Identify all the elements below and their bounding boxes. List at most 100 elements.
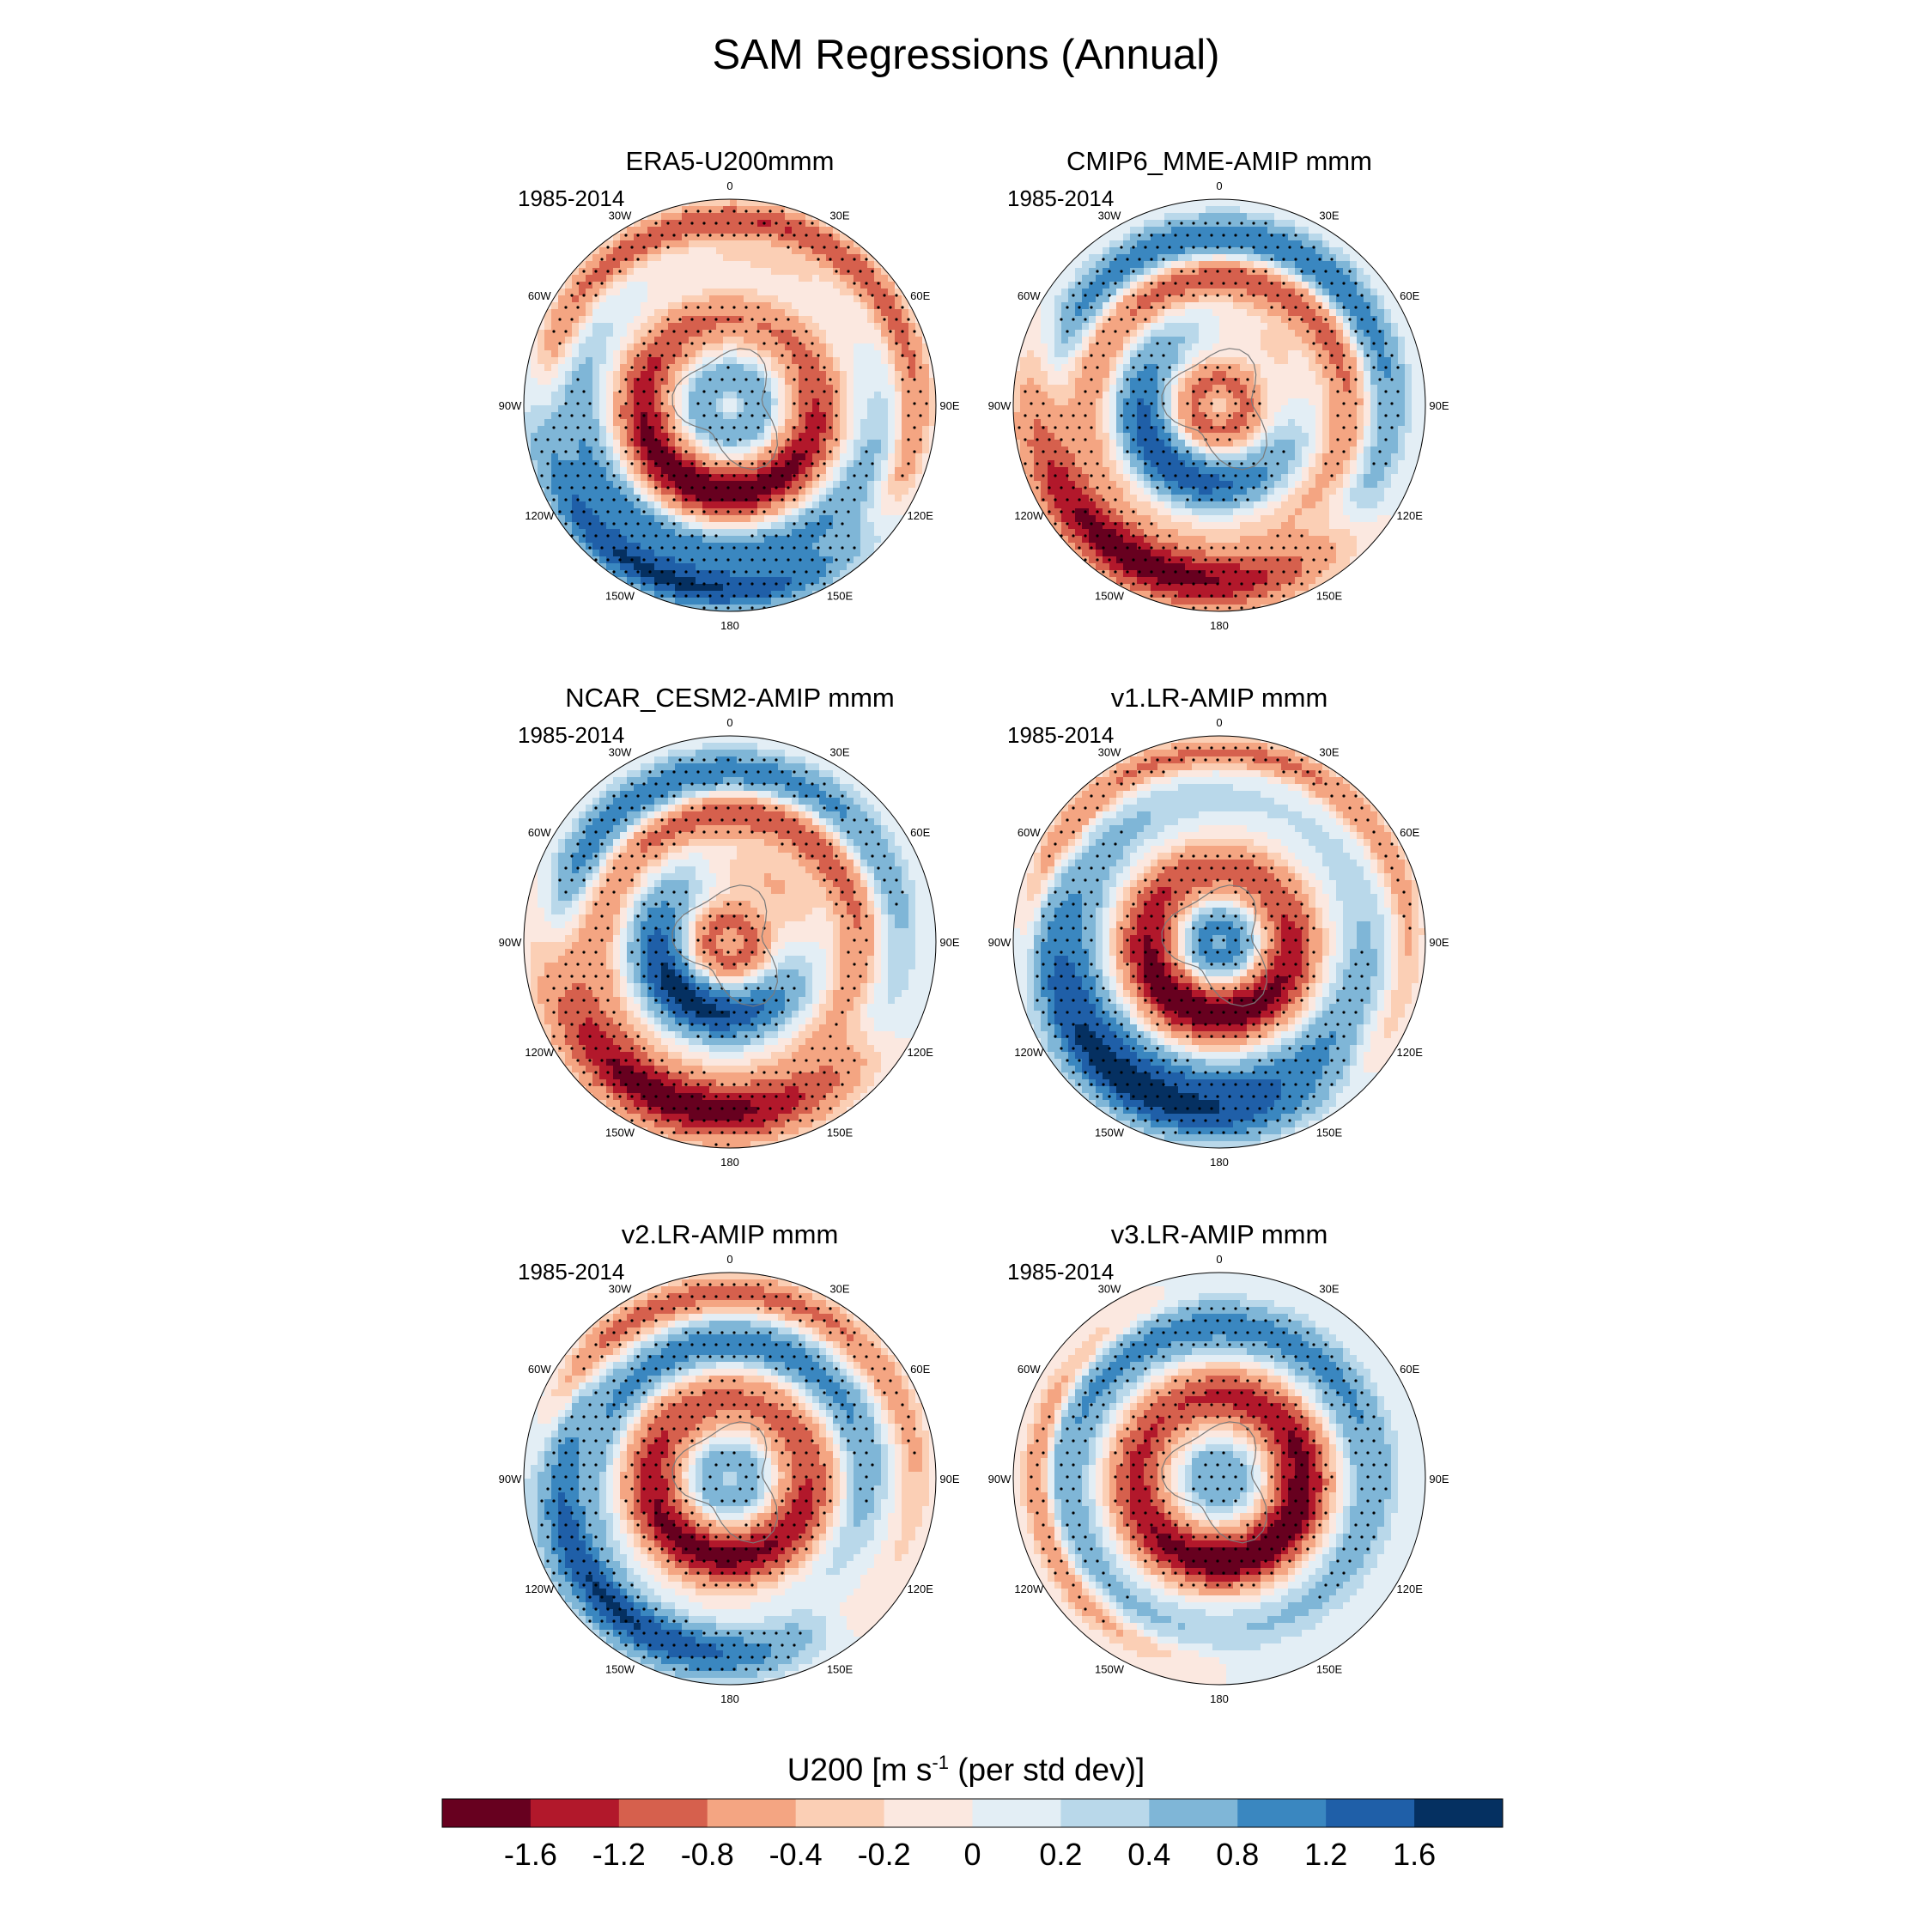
field-cell	[1267, 309, 1275, 317]
field-cell	[792, 337, 799, 344]
field-cell	[1357, 330, 1364, 337]
field-cell	[599, 426, 607, 434]
field-cell	[737, 529, 744, 537]
field-cell	[730, 543, 738, 550]
field-cell	[881, 405, 889, 413]
field-cell	[586, 350, 593, 358]
field-cell	[661, 220, 669, 228]
field-cell	[696, 199, 703, 207]
field-cell	[634, 495, 641, 502]
field-cell	[1315, 337, 1323, 344]
stipple-dot	[624, 546, 628, 550]
field-cell	[805, 447, 813, 454]
field-cell	[613, 460, 621, 468]
field-cell	[737, 570, 744, 578]
field-cell	[627, 543, 635, 550]
field-cell	[606, 343, 614, 351]
field-cell	[1254, 371, 1261, 379]
field-cell	[1082, 261, 1090, 269]
field-cell	[744, 343, 751, 351]
field-cell	[723, 199, 731, 207]
field-cell	[737, 343, 744, 351]
field-cell	[819, 337, 827, 344]
field-cell	[716, 605, 724, 611]
field-cell	[538, 405, 545, 413]
field-cell	[1357, 316, 1364, 324]
field-cell	[799, 481, 806, 489]
field-cell	[826, 536, 834, 544]
field-cell	[1178, 385, 1186, 392]
field-cell	[558, 405, 566, 413]
field-cell	[1377, 295, 1385, 303]
field-cell	[634, 433, 641, 440]
field-cell	[558, 309, 566, 317]
field-cell	[647, 213, 655, 221]
field-cell	[895, 405, 902, 413]
stipple-dot	[708, 234, 712, 237]
field-cell	[1219, 234, 1227, 241]
field-cell	[792, 495, 799, 502]
field-cell	[675, 426, 683, 434]
field-cell	[634, 570, 641, 578]
field-cell	[544, 316, 552, 324]
field-cell	[524, 392, 532, 399]
field-cell	[654, 371, 662, 379]
field-cell	[1137, 282, 1145, 289]
field-cell	[668, 529, 676, 537]
field-cell	[881, 268, 889, 276]
field-cell	[833, 289, 841, 296]
field-cell	[826, 495, 834, 502]
field-cell	[847, 337, 854, 344]
field-cell	[1405, 330, 1413, 337]
stipple-dot	[732, 570, 736, 574]
field-cell	[572, 543, 580, 550]
stipple-dot	[684, 450, 688, 453]
field-cell	[1267, 343, 1275, 351]
field-cell	[833, 488, 841, 495]
field-cell	[620, 330, 628, 337]
field-cell	[620, 405, 628, 413]
field-cell	[524, 412, 532, 420]
field-cell	[1082, 350, 1090, 358]
field-cell	[1302, 309, 1309, 317]
field-cell	[682, 261, 690, 269]
field-cell	[606, 350, 614, 358]
field-cell	[599, 247, 607, 255]
field-cell	[661, 364, 669, 372]
field-cell	[586, 302, 593, 310]
field-cell	[723, 392, 731, 399]
field-cell	[1185, 254, 1193, 262]
field-cell	[627, 405, 635, 413]
field-cell	[592, 529, 600, 537]
field-cell	[627, 474, 635, 482]
stipple-dot	[660, 426, 664, 429]
field-cell	[1212, 275, 1220, 283]
field-cell	[572, 392, 580, 399]
field-cell	[586, 481, 593, 489]
field-cell	[1226, 234, 1234, 241]
field-cell	[757, 302, 765, 310]
stipple-dot	[666, 414, 670, 417]
field-cell	[524, 371, 532, 379]
field-cell	[874, 275, 882, 283]
field-cell	[682, 309, 690, 317]
field-cell	[785, 481, 793, 489]
field-cell	[840, 364, 848, 372]
field-cell	[730, 289, 738, 296]
field-cell	[771, 199, 779, 207]
field-cell	[737, 337, 744, 344]
field-cell	[757, 337, 765, 344]
field-cell	[1309, 309, 1316, 317]
field-cell	[785, 337, 793, 344]
field-cell	[551, 302, 559, 310]
field-cell	[1103, 371, 1110, 379]
stipple-dot	[823, 534, 826, 538]
field-cell	[689, 371, 696, 379]
field-cell	[1109, 392, 1117, 399]
field-cell	[1281, 343, 1289, 351]
stipple-dot	[762, 534, 766, 538]
field-cell	[1357, 357, 1364, 365]
field-cell	[826, 556, 834, 564]
field-cell	[1151, 268, 1158, 276]
field-cell	[833, 364, 841, 372]
